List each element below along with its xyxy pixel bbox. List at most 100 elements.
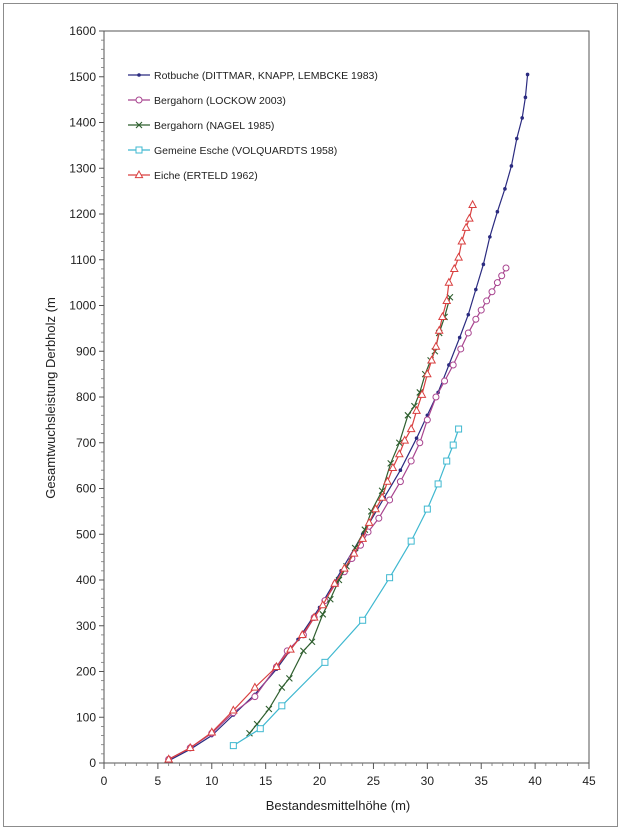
data-point — [417, 389, 427, 398]
data-point — [443, 457, 451, 465]
data-point — [457, 345, 465, 353]
data-point — [319, 610, 327, 618]
data-point — [477, 306, 485, 314]
data-point — [502, 264, 510, 272]
x-axis-title: Bestandesmittelhöhe (m) — [266, 798, 411, 813]
legend-item: Gemeine Esche (VOLQUARDTS 1958) — [128, 145, 337, 157]
legend-label: Bergahorn (NAGEL 1985) — [154, 120, 274, 132]
figure-frame — [3, 3, 618, 827]
data-point — [464, 329, 472, 337]
data-point — [326, 595, 334, 603]
data-point — [375, 514, 383, 522]
data-point — [256, 725, 264, 733]
y-tick-label: 700 — [76, 436, 96, 450]
data-point — [272, 661, 281, 671]
data-point — [455, 425, 463, 433]
data-point — [265, 705, 273, 713]
data-point — [434, 480, 442, 488]
data-point — [321, 658, 329, 666]
data-point — [339, 563, 349, 572]
data-point — [523, 95, 528, 100]
legend-label: Bergahorn (LOCKOW 2003) — [154, 95, 286, 107]
y-tick-label: 1000 — [69, 299, 96, 313]
series-5 — [164, 199, 478, 763]
data-point — [509, 164, 514, 168]
data-point — [474, 287, 478, 292]
data-point — [386, 574, 394, 582]
data-point — [472, 315, 480, 323]
data-point — [398, 468, 403, 473]
legend-label: Gemeine Esche (VOLQUARDTS 1958) — [154, 145, 337, 157]
x-tick-label: 40 — [528, 774, 542, 788]
data-point — [349, 548, 359, 557]
data-point — [464, 213, 474, 222]
data-point — [330, 578, 340, 587]
data-point — [285, 674, 293, 682]
data-point — [383, 476, 392, 485]
series-line — [168, 267, 507, 760]
data-point — [164, 754, 174, 763]
data-point — [422, 369, 432, 378]
y-tick-label: 400 — [76, 573, 96, 587]
y-tick-label: 500 — [76, 527, 96, 541]
legend-swatch-marker — [137, 73, 141, 77]
data-point — [386, 496, 394, 504]
y-tick-label: 800 — [76, 390, 96, 404]
data-point — [432, 393, 440, 401]
legend-label: Eiche (ERTELD 1962) — [154, 170, 258, 182]
data-point — [229, 742, 237, 750]
data-point — [503, 187, 507, 191]
data-point — [481, 262, 486, 267]
data-point — [431, 341, 441, 350]
data-point — [488, 235, 492, 239]
series-line — [168, 204, 474, 760]
data-point — [514, 136, 519, 141]
data-point — [454, 252, 464, 261]
series-2 — [165, 264, 510, 763]
y-tick-label: 1100 — [70, 253, 96, 267]
data-point — [437, 311, 447, 321]
data-point — [308, 638, 316, 646]
data-point — [278, 684, 286, 691]
legend-swatch-marker — [135, 96, 143, 104]
data-point — [427, 355, 437, 364]
data-point — [400, 435, 410, 444]
legend-item: Bergahorn (NAGEL 1985) — [128, 120, 274, 132]
data-point — [364, 517, 374, 526]
data-point — [251, 693, 259, 701]
data-point — [207, 727, 217, 736]
data-point — [414, 436, 419, 440]
data-point — [449, 441, 457, 449]
data-point — [394, 449, 404, 458]
y-tick-label: 1200 — [69, 207, 96, 221]
x-tick-label: 15 — [259, 774, 273, 788]
legend-swatch-marker — [135, 146, 143, 154]
x-tick-label: 30 — [421, 774, 435, 788]
y-tick-label: 300 — [76, 619, 96, 633]
data-point — [406, 423, 416, 433]
data-point — [359, 616, 367, 624]
legend-label: Rotbuche (DITTMAR, KNAPP, LEMBCKE 1983) — [154, 70, 378, 82]
data-point — [358, 533, 368, 542]
data-point — [447, 363, 451, 367]
series-4 — [229, 425, 463, 750]
data-point — [416, 439, 424, 447]
data-point — [228, 705, 238, 714]
data-point — [441, 377, 449, 385]
y-tick-label: 200 — [76, 665, 96, 679]
y-tick-label: 100 — [76, 710, 96, 724]
data-point — [468, 199, 478, 208]
data-point — [495, 209, 500, 214]
x-tick-label: 25 — [367, 774, 381, 788]
legend-swatch-marker — [135, 121, 143, 129]
data-point — [278, 702, 286, 710]
data-point — [299, 647, 307, 655]
data-point — [423, 505, 431, 513]
data-point — [351, 544, 359, 552]
x-tick-label: 35 — [475, 774, 489, 788]
data-point — [520, 116, 524, 120]
data-point — [449, 263, 459, 272]
data-point — [412, 405, 421, 414]
data-point — [286, 644, 295, 653]
